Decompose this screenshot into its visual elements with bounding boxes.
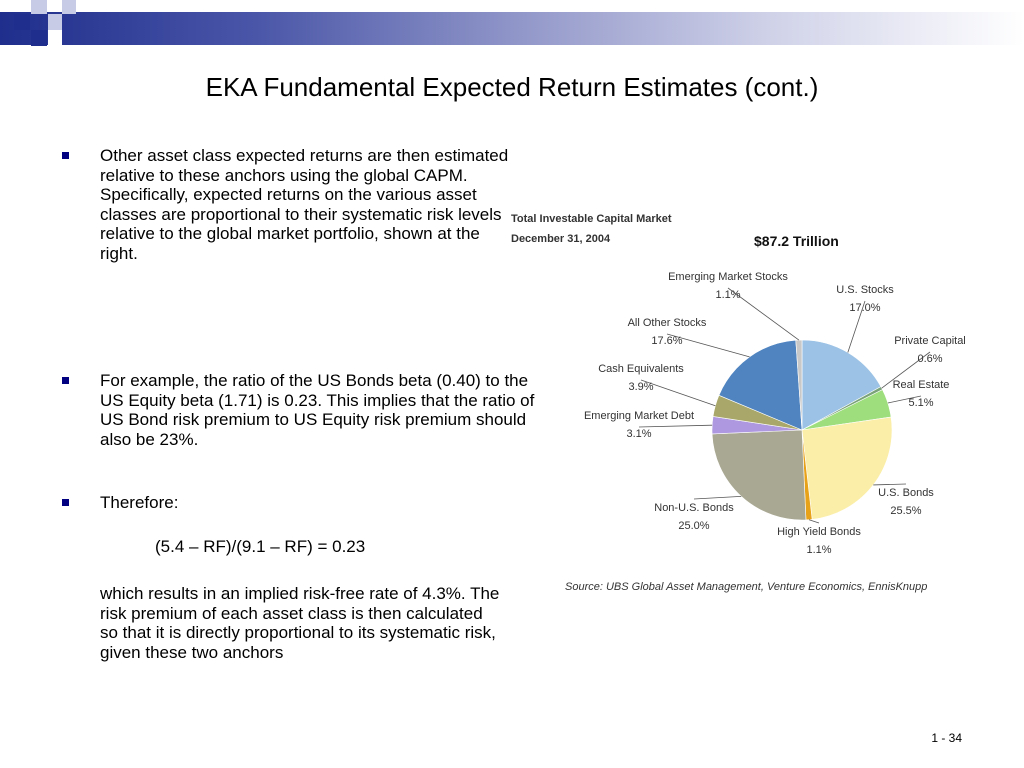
pie-slice-u-s-stocks xyxy=(801,339,882,431)
leader-line xyxy=(666,333,750,358)
slice-label: Emerging Market Stocks xyxy=(668,271,788,283)
leader-line xyxy=(640,379,716,407)
slice-label: Real Estate xyxy=(893,379,950,391)
leader-line xyxy=(727,287,800,341)
bullet-text: Therefore: xyxy=(100,493,179,512)
slice-label: High Yield Bonds xyxy=(777,526,861,538)
chart-title: Total Investable Capital Market xyxy=(511,213,672,225)
bullet-square-icon xyxy=(62,152,69,159)
formula: (5.4 – RF)/(9.1 – RF) = 0.23 xyxy=(155,537,366,556)
slice-label: All Other Stocks xyxy=(628,317,707,329)
leader-line xyxy=(808,519,820,524)
header-band xyxy=(0,12,1024,45)
header-square-3 xyxy=(48,14,62,30)
header-square-5 xyxy=(31,30,47,46)
slice-value-label: 1.1% xyxy=(715,289,740,301)
bullet-square-icon xyxy=(62,377,69,384)
conclusion-text: which results in an implied risk-free ra… xyxy=(100,584,500,662)
slice-value-label: 25.5% xyxy=(890,505,921,517)
pie-chart: Total Investable Capital Market December… xyxy=(511,213,966,593)
page-number: 1 - 34 xyxy=(931,731,962,745)
chart-subtitle: December 31, 2004 xyxy=(511,233,611,245)
header-square-6 xyxy=(48,30,62,46)
bullet-square-icon xyxy=(62,499,69,506)
leader-line xyxy=(693,495,742,500)
leader-line xyxy=(873,483,907,486)
leader-line xyxy=(881,351,931,389)
slice-value-label: 5.1% xyxy=(908,397,933,409)
slice-label: U.S. Stocks xyxy=(836,284,894,296)
chart-source: Source: UBS Global Asset Management, Ven… xyxy=(565,581,927,593)
leader-line xyxy=(638,424,713,428)
pie-slice-emerging-market-stocks xyxy=(795,339,803,431)
bullet-item: Therefore: xyxy=(62,493,540,513)
leader-line xyxy=(887,395,922,404)
slice-value-label: 3.9% xyxy=(628,381,653,393)
slice-value-label: 3.1% xyxy=(626,428,651,440)
slice-label: Cash Equivalents xyxy=(598,363,684,375)
bullet-item: Other asset class expected returns are t… xyxy=(62,146,510,263)
slice-value-label: 0.6% xyxy=(917,353,942,365)
chart-total-label: $87.2 Trillion xyxy=(754,233,839,249)
slice-label: Non-U.S. Bonds xyxy=(654,502,734,514)
bullet-text: For example, the ratio of the US Bonds b… xyxy=(100,371,535,449)
header-square-4 xyxy=(62,0,76,14)
pie-chart-container: Total Investable Capital Market December… xyxy=(500,200,980,600)
slice-value-label: 1.1% xyxy=(806,544,831,556)
slice-label: Private Capital xyxy=(894,335,966,347)
slice-label: U.S. Bonds xyxy=(878,487,934,499)
slide-title: EKA Fundamental Expected Return Estimate… xyxy=(205,72,819,102)
slice-value-label: 17.6% xyxy=(651,335,682,347)
pie-slice-all-other-stocks xyxy=(718,339,803,431)
bullet-text: Other asset class expected returns are t… xyxy=(100,146,509,263)
slice-label: Emerging Market Debt xyxy=(584,410,694,422)
header-square-2 xyxy=(31,0,47,14)
slice-value-label: 25.0% xyxy=(678,520,709,532)
slice-value-label: 17.0% xyxy=(849,302,880,314)
pie-slice-u-s-bonds xyxy=(801,416,893,520)
header-square-1 xyxy=(14,14,30,30)
leader-line xyxy=(847,300,866,353)
bullet-item: For example, the ratio of the US Bonds b… xyxy=(62,371,540,449)
